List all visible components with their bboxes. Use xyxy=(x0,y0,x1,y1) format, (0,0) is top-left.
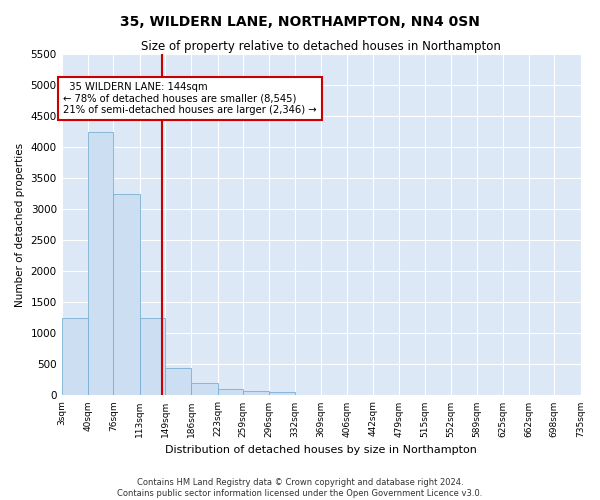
Bar xyxy=(140,318,165,396)
Y-axis label: Number of detached properties: Number of detached properties xyxy=(15,142,25,307)
Bar xyxy=(88,132,113,396)
Bar xyxy=(218,389,243,396)
Bar xyxy=(113,194,140,396)
Bar xyxy=(165,368,191,396)
X-axis label: Distribution of detached houses by size in Northampton: Distribution of detached houses by size … xyxy=(165,445,477,455)
Bar xyxy=(243,391,269,396)
Text: 35, WILDERN LANE, NORTHAMPTON, NN4 0SN: 35, WILDERN LANE, NORTHAMPTON, NN4 0SN xyxy=(120,15,480,29)
Text: 35 WILDERN LANE: 144sqm
← 78% of detached houses are smaller (8,545)
21% of semi: 35 WILDERN LANE: 144sqm ← 78% of detache… xyxy=(63,82,317,116)
Bar xyxy=(295,395,321,396)
Title: Size of property relative to detached houses in Northampton: Size of property relative to detached ho… xyxy=(141,40,501,53)
Bar xyxy=(269,392,295,396)
Text: Contains HM Land Registry data © Crown copyright and database right 2024.
Contai: Contains HM Land Registry data © Crown c… xyxy=(118,478,482,498)
Bar xyxy=(191,383,218,396)
Bar xyxy=(62,318,88,396)
